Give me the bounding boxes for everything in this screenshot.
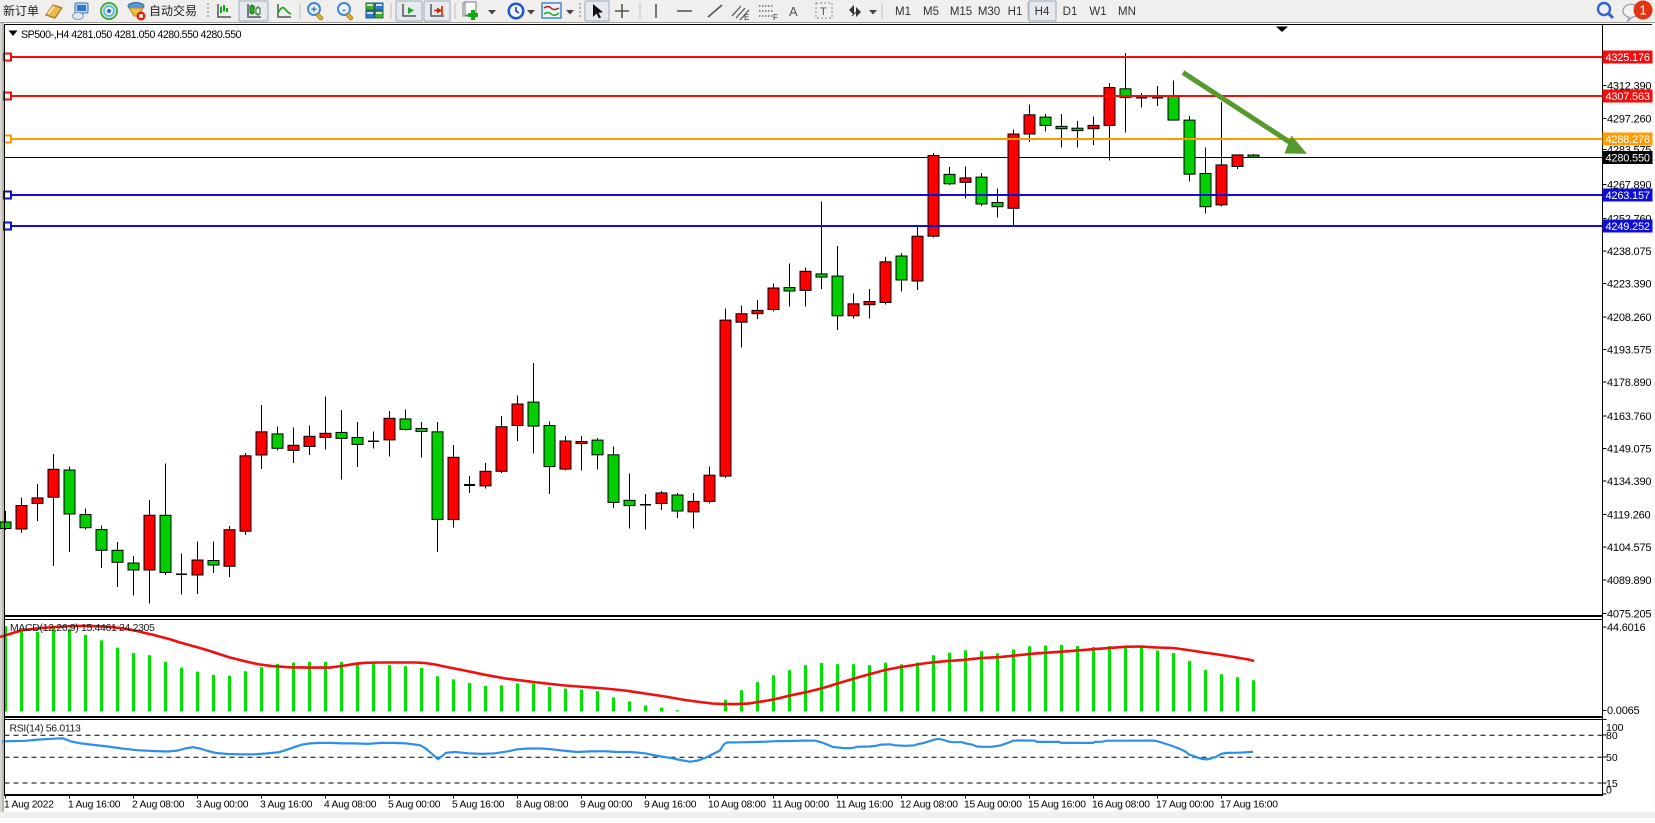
svg-text:4280.550: 4280.550 — [1606, 153, 1650, 165]
svg-text:4307.563: 4307.563 — [1606, 91, 1650, 103]
svg-text:4104.575: 4104.575 — [1607, 542, 1651, 554]
svg-text:11 Aug 00:00: 11 Aug 00:00 — [772, 800, 829, 811]
svg-text:H4: H4 — [1035, 6, 1050, 18]
svg-text:4297.260: 4297.260 — [1607, 114, 1651, 126]
svg-text:F: F — [773, 13, 778, 22]
svg-text:自动交易: 自动交易 — [149, 3, 197, 18]
svg-text:4238.075: 4238.075 — [1607, 246, 1651, 258]
svg-text:4325.176: 4325.176 — [1606, 52, 1650, 64]
svg-text:9 Aug 00:00: 9 Aug 00:00 — [580, 800, 633, 811]
svg-text:0: 0 — [1606, 785, 1612, 797]
svg-text:4267.890: 4267.890 — [1607, 179, 1651, 191]
svg-text:MN: MN — [1118, 6, 1136, 18]
svg-text:E: E — [744, 13, 749, 22]
svg-text:9 Aug 16:00: 9 Aug 16:00 — [644, 800, 697, 811]
svg-text:M1: M1 — [895, 6, 911, 18]
svg-text:-: - — [342, 4, 346, 16]
svg-text:4263.157: 4263.157 — [1606, 190, 1650, 202]
svg-text:4178.890: 4178.890 — [1607, 377, 1651, 389]
svg-text:W1: W1 — [1089, 6, 1106, 18]
svg-text:1 Aug 2022: 1 Aug 2022 — [4, 800, 54, 811]
svg-text:17 Aug 00:00: 17 Aug 00:00 — [1156, 800, 1214, 811]
svg-text:4163.760: 4163.760 — [1607, 411, 1651, 423]
svg-text:4075.205: 4075.205 — [1607, 609, 1651, 621]
svg-text:10 Aug 08:00: 10 Aug 08:00 — [708, 800, 766, 811]
svg-text:T: T — [820, 6, 827, 18]
svg-text:3 Aug 00:00: 3 Aug 00:00 — [196, 800, 249, 811]
svg-text:5 Aug 16:00: 5 Aug 16:00 — [452, 800, 505, 811]
svg-text:50: 50 — [1606, 752, 1618, 764]
svg-text:M5: M5 — [923, 6, 939, 18]
svg-text:4288.276: 4288.276 — [1606, 134, 1650, 146]
svg-text:15 Aug 16:00: 15 Aug 16:00 — [1028, 800, 1086, 811]
svg-text:80: 80 — [1606, 730, 1618, 742]
svg-text:1: 1 — [1639, 3, 1646, 18]
svg-text:44.6016: 44.6016 — [1607, 622, 1645, 634]
svg-text:+: + — [311, 4, 317, 16]
svg-text:12 Aug 08:00: 12 Aug 08:00 — [900, 800, 958, 811]
svg-text:M30: M30 — [978, 6, 1000, 18]
svg-text:4223.390: 4223.390 — [1607, 279, 1651, 291]
svg-text:2 Aug 08:00: 2 Aug 08:00 — [132, 800, 185, 811]
svg-text:11 Aug 16:00: 11 Aug 16:00 — [836, 800, 893, 811]
svg-text:4208.260: 4208.260 — [1607, 312, 1651, 324]
svg-text:15 Aug 00:00: 15 Aug 00:00 — [964, 800, 1022, 811]
svg-text:新订单: 新订单 — [3, 3, 39, 18]
svg-text:H1: H1 — [1008, 6, 1023, 18]
svg-text:4249.252: 4249.252 — [1606, 221, 1650, 233]
svg-text:D1: D1 — [1063, 6, 1078, 18]
svg-text:A: A — [789, 4, 798, 19]
svg-text:16 Aug 08:00: 16 Aug 08:00 — [1092, 800, 1150, 811]
svg-text:0.0065: 0.0065 — [1607, 705, 1640, 717]
svg-text:M15: M15 — [950, 6, 972, 18]
svg-text:8 Aug 08:00: 8 Aug 08:00 — [516, 800, 569, 811]
svg-text:100: 100 — [1606, 722, 1624, 734]
svg-text:4193.575: 4193.575 — [1607, 345, 1651, 357]
svg-text:17 Aug 16:00: 17 Aug 16:00 — [1220, 800, 1278, 811]
svg-text:4089.890: 4089.890 — [1607, 575, 1651, 587]
svg-text:1 Aug 16:00: 1 Aug 16:00 — [68, 800, 121, 811]
svg-text:15: 15 — [1606, 778, 1618, 790]
svg-text:MACD(12,26,9) 15.4461 24.2305: MACD(12,26,9) 15.4461 24.2305 — [10, 622, 155, 634]
svg-text:SP500-,H4 4281.050 4281.050 4: SP500-,H4 4281.050 4281.050 4280.550 428… — [21, 29, 242, 41]
svg-text:4134.390: 4134.390 — [1607, 476, 1651, 488]
svg-text:4119.260: 4119.260 — [1607, 510, 1651, 522]
svg-text:4 Aug 08:00: 4 Aug 08:00 — [324, 800, 377, 811]
svg-text:5 Aug 00:00: 5 Aug 00:00 — [388, 800, 441, 811]
svg-text:4149.075: 4149.075 — [1607, 443, 1651, 455]
svg-text:3 Aug 16:00: 3 Aug 16:00 — [260, 800, 313, 811]
svg-text:RSI(14) 56.0113: RSI(14) 56.0113 — [10, 723, 82, 735]
